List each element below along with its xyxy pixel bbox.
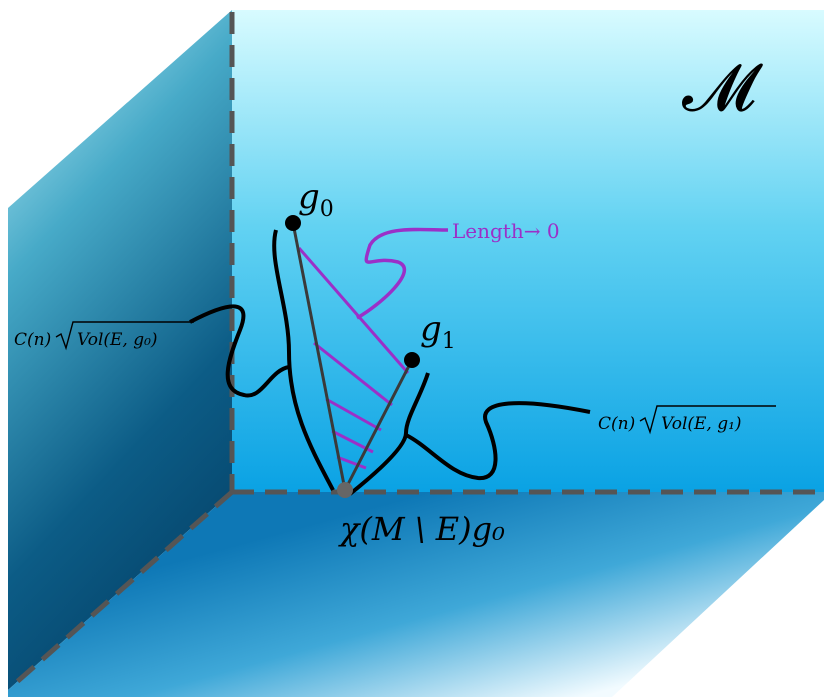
dashed-edge-diagonal — [8, 490, 234, 690]
svg-text:C(n): C(n) — [598, 414, 635, 434]
label-bound-g0: C(n) Vol(E, g₀) — [14, 321, 194, 351]
point-vertex — [337, 482, 353, 498]
leader-curve-g0 — [189, 304, 290, 398]
segment-to-g0 — [291, 222, 347, 491]
brace-g0 — [272, 229, 335, 491]
svg-text:Vol(E, g₁): Vol(E, g₁) — [661, 414, 742, 434]
left-wall — [8, 10, 232, 690]
brace-g1 — [348, 372, 430, 496]
leader-curve-g1 — [405, 401, 591, 481]
back-wall — [232, 10, 824, 492]
label-length: Length→ 0 — [452, 219, 560, 243]
point-g0 — [285, 215, 301, 231]
svg-text:Vol(E, g₀): Vol(E, g₀) — [77, 330, 158, 350]
hatch-lines — [297, 247, 410, 470]
label-vertex: χ(M \ E)g₀ — [338, 510, 505, 548]
label-bound-g1: C(n) Vol(E, g₁) — [598, 405, 776, 435]
floor — [8, 492, 824, 697]
length-leader-curve — [356, 227, 449, 320]
point-g1 — [404, 352, 420, 368]
label-g1: g1 — [420, 309, 456, 354]
label-g0: g0 — [298, 177, 334, 222]
space-label: 𝓜 — [682, 49, 763, 126]
svg-text:C(n): C(n) — [14, 330, 51, 350]
segment-to-g1 — [343, 359, 414, 491]
